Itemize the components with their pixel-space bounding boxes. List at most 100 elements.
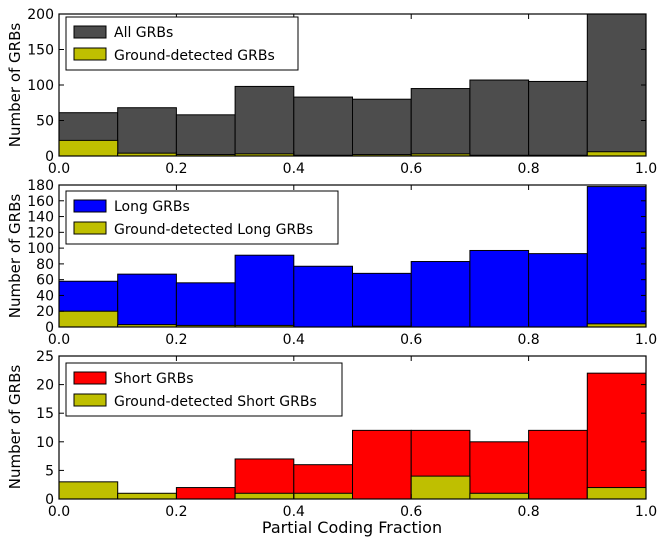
legend-swatch-short-grbs (73, 371, 107, 385)
legend-swatch-ground-detected-long-grbs (73, 221, 107, 235)
bar-ground-short-grbs-1 (117, 492, 177, 500)
bars-all-grbs (58, 13, 647, 157)
bar-all-grbs-7 (469, 79, 530, 157)
bar-ground-short-grbs-3 (234, 492, 295, 500)
bar-ground-long-grbs-0 (58, 310, 119, 328)
xticks-all-grbs: 0.0 0.2 0.4 0.6 0.8 1.0 (48, 14, 657, 177)
bar-long-grbs-3 (234, 254, 295, 328)
bar-short-grbs-8 (528, 429, 588, 500)
ytick-label: 80 (36, 257, 54, 273)
ytick-label: 15 (36, 406, 54, 422)
axes-frame-long-grbs (58, 184, 647, 328)
yticks-all-grbs: 0 50 100 150 200 (27, 7, 646, 165)
ytick-label: 5 (45, 463, 54, 479)
bar-short-grbs-9 (586, 372, 647, 500)
bar-all-grbs-6 (410, 88, 471, 157)
legend-label-long-grbs: Long GRBs (114, 199, 190, 215)
xtick-label: 0.8 (517, 504, 539, 520)
legend-label-all-grbs: All GRBs (114, 25, 173, 41)
ylabel-all-grbs: Number of GRBs (6, 23, 24, 148)
xtick-label: 0.4 (283, 161, 305, 177)
ytick-label: 120 (27, 225, 54, 241)
legend-label-short-grbs: Short GRBs (114, 371, 194, 387)
bar-short-grbs-2 (175, 487, 236, 500)
bar-long-grbs-7 (469, 249, 530, 328)
bar-ground-short-grbs-4 (293, 492, 353, 500)
xtick-label: 0.0 (48, 161, 70, 177)
xtick-label: 0.2 (165, 504, 187, 520)
legend-swatch-long-grbs (73, 199, 107, 213)
bar-all-grbs-2 (175, 114, 236, 157)
bar-all-grbs-1 (117, 107, 177, 157)
legend-all-grbs: All GRBs Ground-detected GRBs (65, 16, 299, 71)
legend-swatch-all-grbs (73, 25, 107, 39)
bar-short-grbs-3 (234, 458, 295, 500)
ytick-label: 40 (36, 288, 54, 304)
xtick-label: 0.4 (283, 332, 305, 348)
bar-all-grbs-4 (293, 96, 353, 157)
panel-short-grbs: 0 5 10 15 20 25 0.0 0.2 0.4 0.6 0.8 1.0 Number of … (6, 349, 657, 520)
ytick-label: 100 (27, 78, 54, 94)
xtick-label: 0.2 (165, 332, 187, 348)
ytick-label: 50 (36, 114, 54, 130)
ylabel-short-grbs: Number of GRBs (6, 365, 24, 490)
bar-ground-short-grbs-7 (469, 492, 530, 500)
ytick-label: 0 (45, 320, 54, 336)
bar-long-grbs-8 (528, 253, 588, 328)
bar-long-grbs-6 (410, 261, 471, 328)
xtick-label: 0.6 (400, 332, 422, 348)
ylabel-long-grbs: Number of GRBs (6, 194, 24, 319)
legend-long-grbs: Long GRBs Ground-detected Long GRBs (65, 190, 339, 245)
bars-short-grbs (58, 355, 647, 500)
xtick-label: 1.0 (635, 332, 657, 348)
ytick-label: 60 (36, 273, 54, 289)
bar-short-grbs-7 (469, 441, 530, 500)
bar-ground-all-grbs-9 (586, 151, 647, 157)
bar-all-grbs-5 (352, 98, 412, 157)
panel-all-grbs: 0 50 100 150 200 0.0 0.2 0.4 0.6 0.8 1.0 Number o… (6, 7, 657, 177)
axes-frame-short-grbs (58, 355, 647, 500)
bar-long-grbs-5 (352, 272, 412, 328)
ytick-label: 100 (27, 241, 54, 257)
xtick-label: 0.6 (400, 161, 422, 177)
xlabel: Partial Coding Fraction (262, 518, 442, 537)
bar-short-grbs-5 (352, 429, 412, 500)
bar-long-grbs-4 (293, 265, 353, 328)
ytick-label: 25 (36, 349, 54, 365)
legend-swatch-ground-detected-grbs (73, 47, 107, 61)
bars-long-grbs (58, 184, 647, 328)
bar-all-grbs-9 (586, 13, 647, 157)
ytick-label: 0 (45, 149, 54, 165)
legend-label-ground-detected-grbs: Ground-detected GRBs (114, 48, 275, 64)
bar-ground-short-grbs-6 (410, 475, 471, 500)
ytick-label: 150 (27, 43, 54, 59)
xtick-label: 0.8 (517, 161, 539, 177)
xtick-label: 0.0 (48, 332, 70, 348)
legend-swatch-ground-detected-short-grbs (73, 393, 107, 407)
bar-ground-short-grbs-0 (58, 481, 119, 500)
bar-all-grbs-3 (234, 85, 295, 157)
bar-ground-short-grbs-9 (586, 487, 647, 500)
ytick-label: 20 (36, 378, 54, 394)
yticks-short-grbs: 0 5 10 15 20 25 (36, 349, 646, 508)
legend-label-ground-detected-long-grbs: Ground-detected Long GRBs (114, 222, 313, 238)
xticks-short-grbs: 0.0 0.2 0.4 0.6 0.8 1.0 (48, 356, 657, 520)
bar-ground-all-grbs-0 (58, 139, 119, 157)
ytick-label: 10 (36, 435, 54, 451)
legend-label-ground-detected-short-grbs: Ground-detected Short GRBs (114, 394, 317, 410)
bar-long-grbs-2 (175, 282, 236, 328)
ytick-label: 180 (27, 178, 54, 194)
bar-long-grbs-1 (117, 273, 177, 328)
bar-all-grbs-8 (528, 80, 588, 157)
ytick-label: 20 (36, 304, 54, 320)
xtick-label: 0.2 (165, 161, 187, 177)
xtick-label: 0.6 (400, 504, 422, 520)
ytick-label: 160 (27, 194, 54, 210)
xtick-label: 1.0 (635, 161, 657, 177)
xtick-label: 0.8 (517, 332, 539, 348)
xtick-label: 0.0 (48, 504, 70, 520)
ytick-label: 140 (27, 210, 54, 226)
